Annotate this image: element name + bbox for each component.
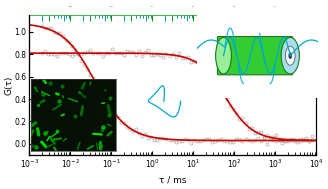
- Ellipse shape: [215, 37, 231, 74]
- Ellipse shape: [285, 46, 295, 65]
- Ellipse shape: [289, 53, 292, 59]
- Y-axis label: G(τ): G(τ): [4, 75, 13, 95]
- X-axis label: τ / ms: τ / ms: [159, 176, 187, 185]
- Ellipse shape: [281, 37, 299, 74]
- FancyBboxPatch shape: [217, 36, 293, 75]
